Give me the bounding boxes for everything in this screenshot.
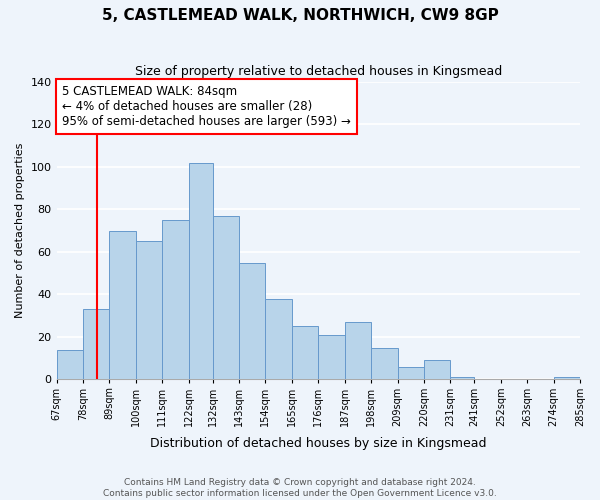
- Bar: [292, 326, 318, 380]
- Title: Size of property relative to detached houses in Kingsmead: Size of property relative to detached ho…: [134, 65, 502, 78]
- Bar: [109, 230, 136, 380]
- Y-axis label: Number of detached properties: Number of detached properties: [15, 143, 25, 318]
- Bar: [162, 220, 188, 380]
- Bar: [56, 350, 83, 380]
- X-axis label: Distribution of detached houses by size in Kingsmead: Distribution of detached houses by size …: [150, 437, 487, 450]
- Bar: [188, 162, 212, 380]
- Bar: [344, 322, 371, 380]
- Text: 5 CASTLEMEAD WALK: 84sqm
← 4% of detached houses are smaller (28)
95% of semi-de: 5 CASTLEMEAD WALK: 84sqm ← 4% of detache…: [62, 85, 350, 128]
- Bar: [136, 242, 162, 380]
- Text: Contains HM Land Registry data © Crown copyright and database right 2024.
Contai: Contains HM Land Registry data © Crown c…: [103, 478, 497, 498]
- Bar: [212, 216, 239, 380]
- Bar: [554, 378, 580, 380]
- Bar: [371, 348, 398, 380]
- Bar: [83, 310, 109, 380]
- Bar: [265, 298, 292, 380]
- Bar: [451, 378, 475, 380]
- Text: 5, CASTLEMEAD WALK, NORTHWICH, CW9 8GP: 5, CASTLEMEAD WALK, NORTHWICH, CW9 8GP: [101, 8, 499, 22]
- Bar: [239, 262, 265, 380]
- Bar: [398, 366, 424, 380]
- Bar: [318, 335, 344, 380]
- Bar: [424, 360, 451, 380]
